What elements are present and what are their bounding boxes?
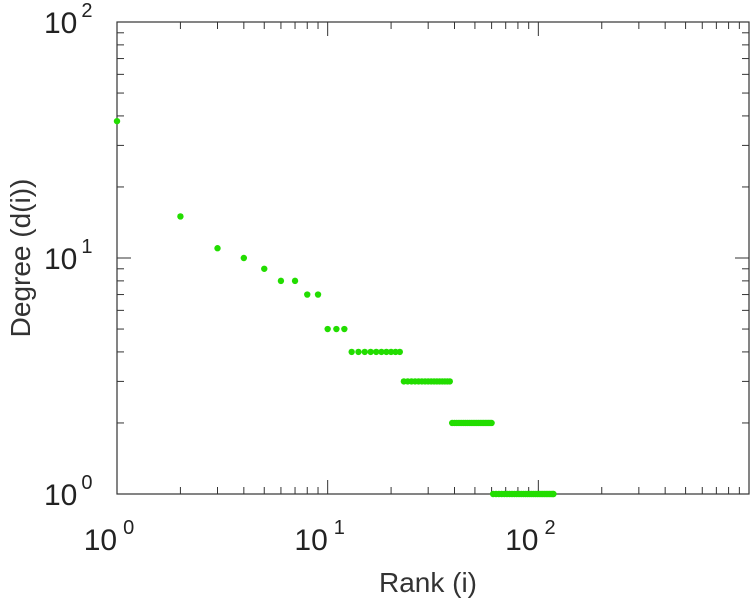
y-tick-label: 10 0 <box>44 472 93 512</box>
data-point <box>261 265 268 272</box>
data-point <box>304 291 311 298</box>
data-point <box>446 378 454 385</box>
data-point <box>387 348 395 356</box>
axis-ticks <box>117 22 749 494</box>
x-axis-label: Rank (i) <box>379 567 477 598</box>
y-axis-label: Degree (d(i)) <box>5 179 36 338</box>
data-point <box>361 348 368 356</box>
data-point <box>333 325 340 333</box>
data-point <box>396 348 404 356</box>
data-point <box>367 348 374 356</box>
data-point <box>314 291 322 298</box>
data-point <box>550 490 557 498</box>
x-tick-label: 10 0 <box>84 517 135 557</box>
data-point <box>324 325 331 333</box>
data-point <box>291 277 299 285</box>
data-point <box>348 348 355 356</box>
data-point <box>177 213 184 220</box>
data-point <box>373 348 380 356</box>
data-point <box>378 348 385 356</box>
x-tick-label: 10 1 <box>294 517 345 557</box>
x-tick-label: 10 2 <box>505 517 556 557</box>
x-tick-labels: 10 0 10 1 10 2 <box>84 517 556 557</box>
data-point <box>488 419 495 427</box>
data-points <box>113 117 557 498</box>
y-tick-label: 10 2 <box>44 0 93 40</box>
data-point <box>383 348 390 356</box>
data-point <box>355 348 362 356</box>
y-tick-label: 10 1 <box>44 236 93 276</box>
data-point <box>240 254 248 262</box>
data-point <box>113 117 121 125</box>
data-point <box>341 325 348 333</box>
data-point <box>277 277 285 285</box>
plot-frame <box>116 21 750 495</box>
data-point <box>214 245 221 252</box>
